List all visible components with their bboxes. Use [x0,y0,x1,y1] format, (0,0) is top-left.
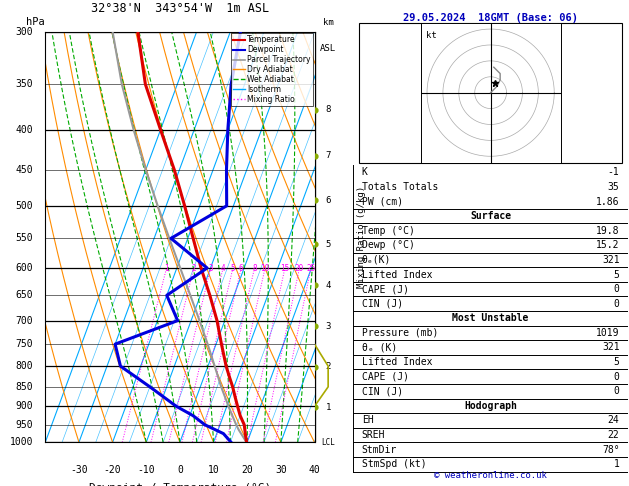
Text: 400: 400 [16,125,33,135]
Text: 8: 8 [325,105,331,114]
Text: 40: 40 [309,465,320,475]
Bar [359,23,622,163]
Text: 0: 0 [614,372,620,382]
Text: 5: 5 [231,263,235,273]
Text: 950: 950 [16,420,33,430]
Text: Dewpoint / Temperature (°C): Dewpoint / Temperature (°C) [89,483,271,486]
Text: 29.05.2024  18GMT (Base: 06): 29.05.2024 18GMT (Base: 06) [403,13,578,23]
Text: km: km [323,18,333,28]
Text: 5: 5 [325,240,331,249]
Text: 35: 35 [608,182,620,192]
Text: 550: 550 [16,233,33,243]
Text: 750: 750 [16,339,33,349]
Text: kt: kt [426,31,437,40]
Text: 0: 0 [614,386,620,396]
Text: Pressure (mb): Pressure (mb) [362,328,438,338]
Text: 0: 0 [614,299,620,309]
Text: 350: 350 [16,79,33,89]
Legend: Temperature, Dewpoint, Parcel Trajectory, Dry Adiabat, Wet Adiabat, Isotherm, Mi: Temperature, Dewpoint, Parcel Trajectory… [231,33,313,106]
Text: Surface: Surface [470,211,511,221]
Text: Dewp (°C): Dewp (°C) [362,240,415,250]
Text: -10: -10 [137,465,155,475]
Text: 900: 900 [16,401,33,411]
Text: 19.8: 19.8 [596,226,620,236]
Text: LCL: LCL [321,438,335,447]
Text: Most Unstable: Most Unstable [452,313,529,323]
Text: 600: 600 [16,263,33,273]
Text: 15: 15 [281,263,289,273]
Text: 10: 10 [208,465,220,475]
Text: PW (cm): PW (cm) [362,196,403,207]
Text: 321: 321 [602,255,620,265]
Text: 6: 6 [239,263,243,273]
Text: 20: 20 [295,263,304,273]
Text: CAPE (J): CAPE (J) [362,284,409,294]
Text: CIN (J): CIN (J) [362,299,403,309]
Text: 22: 22 [608,430,620,440]
Text: Mixing Ratio (g/kg): Mixing Ratio (g/kg) [357,186,367,288]
Text: 8: 8 [252,263,257,273]
Text: 1000: 1000 [9,437,33,447]
Text: 2: 2 [191,263,196,273]
Text: 0: 0 [614,284,620,294]
Text: © weatheronline.co.uk: © weatheronline.co.uk [434,471,547,480]
Text: hPa: hPa [26,17,45,28]
Text: 32°38'N  343°54'W  1m ASL: 32°38'N 343°54'W 1m ASL [91,2,269,15]
Text: 1.86: 1.86 [596,196,620,207]
Text: 300: 300 [16,27,33,36]
Text: 78°: 78° [602,445,620,454]
Text: 10: 10 [260,263,270,273]
Text: 15.2: 15.2 [596,240,620,250]
Text: 4: 4 [325,281,331,290]
Text: CIN (J): CIN (J) [362,386,403,396]
Text: -20: -20 [104,465,121,475]
Text: 2: 2 [325,363,331,371]
Text: 30: 30 [275,465,287,475]
Text: StmSpd (kt): StmSpd (kt) [362,459,426,469]
Text: 7: 7 [325,152,331,160]
Text: EH: EH [362,416,374,425]
Text: 700: 700 [16,315,33,326]
Text: 25: 25 [306,263,316,273]
Text: Lifted Index: Lifted Index [362,270,432,279]
Text: 0: 0 [177,465,183,475]
Text: 500: 500 [16,201,33,211]
Text: 450: 450 [16,165,33,175]
Text: SREH: SREH [362,430,385,440]
Text: 5: 5 [614,357,620,367]
Text: 650: 650 [16,290,33,300]
Text: K: K [362,167,367,177]
Text: ASL: ASL [320,44,337,53]
Text: 3: 3 [325,322,331,331]
Text: Totals Totals: Totals Totals [362,182,438,192]
Text: θₑ(K): θₑ(K) [362,255,391,265]
Text: 5: 5 [614,270,620,279]
Text: Lifted Index: Lifted Index [362,357,432,367]
Text: Temp (°C): Temp (°C) [362,226,415,236]
Text: 1: 1 [325,402,331,412]
Text: 3: 3 [208,263,213,273]
Text: 321: 321 [602,343,620,352]
Text: 4: 4 [221,263,225,273]
Text: StmDir: StmDir [362,445,397,454]
Text: Hodograph: Hodograph [464,401,517,411]
Text: CAPE (J): CAPE (J) [362,372,409,382]
Text: θₑ (K): θₑ (K) [362,343,397,352]
Text: 1: 1 [614,459,620,469]
Text: 6: 6 [325,196,331,205]
Text: 850: 850 [16,382,33,392]
Text: -1: -1 [608,167,620,177]
Text: 1019: 1019 [596,328,620,338]
Text: 800: 800 [16,361,33,371]
Text: 24: 24 [608,416,620,425]
Text: -30: -30 [70,465,88,475]
Text: 20: 20 [242,465,253,475]
Text: 1: 1 [164,263,169,273]
